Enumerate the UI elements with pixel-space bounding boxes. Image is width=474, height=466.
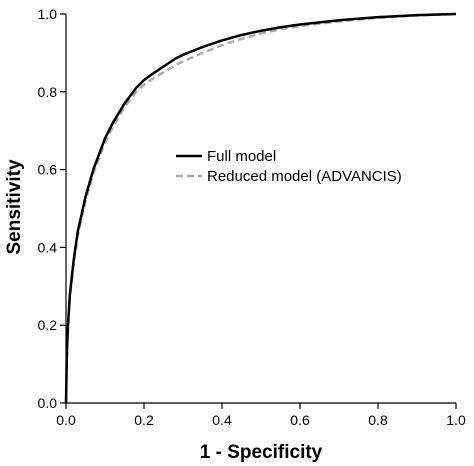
legend-label-reduced-model: Reduced model (ADVANCIS) xyxy=(207,168,402,185)
x-tick-label: 0.4 xyxy=(212,412,232,428)
x-tick-label: 0.0 xyxy=(56,412,76,428)
series-line-reduced-model xyxy=(64,12,457,404)
y-tick-label: 0.2 xyxy=(38,317,58,333)
x-tick-label: 1.0 xyxy=(446,412,466,428)
y-axis-title: Sensitivity xyxy=(4,159,25,254)
y-tick-label: 0.6 xyxy=(38,162,58,178)
y-tick-label: 0.0 xyxy=(38,395,58,411)
series-layer xyxy=(64,12,457,404)
x-tick-label: 0.8 xyxy=(368,412,388,428)
legend-label-full-model: Full model xyxy=(207,148,276,165)
y-axis: 0.0 0.2 0.4 0.6 0.8 1.0 xyxy=(38,6,67,411)
x-axis-title: 1 - Specificity xyxy=(200,442,323,463)
legend: Full model Reduced model (ADVANCIS) xyxy=(176,148,402,185)
x-axis: 0.0 0.2 0.4 0.6 0.8 1.0 xyxy=(56,402,466,428)
y-tick-label: 0.4 xyxy=(38,239,58,255)
x-tick-label: 0.2 xyxy=(134,412,154,428)
series-line-full-model xyxy=(64,12,457,404)
y-tick-label: 0.8 xyxy=(38,84,58,100)
x-tick-label: 0.6 xyxy=(290,412,310,428)
y-tick-label: 1.0 xyxy=(38,6,58,22)
